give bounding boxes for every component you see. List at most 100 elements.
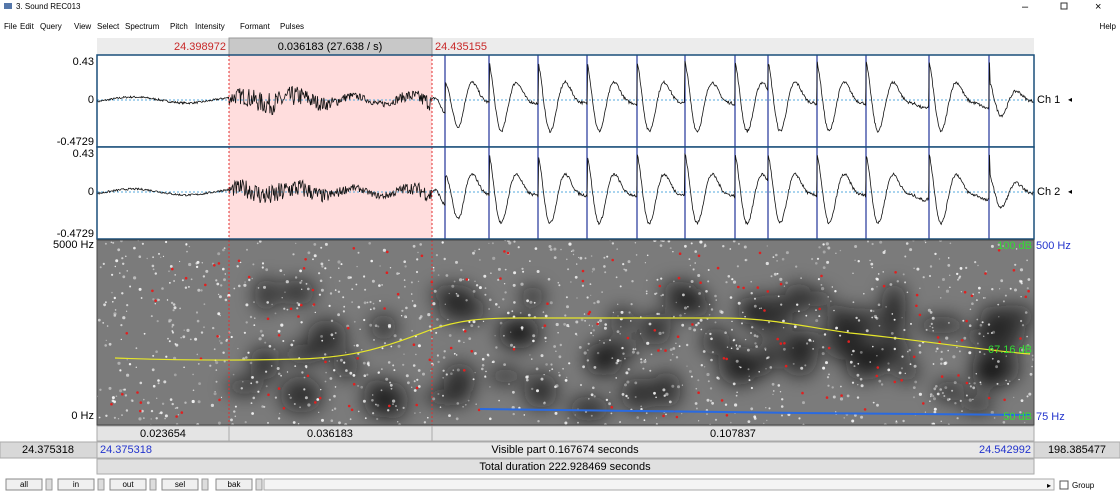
- pitch-curve: [114, 317, 1031, 361]
- scrollbar[interactable]: [263, 478, 1055, 491]
- noise-speck: [369, 308, 372, 311]
- noise-speck: [451, 284, 455, 288]
- noise-speck: [268, 344, 272, 348]
- noise-speck: [742, 311, 744, 314]
- noise-speck: [695, 323, 698, 327]
- scroll-right[interactable]: ▸: [1047, 481, 1051, 490]
- button[interactable]: [109, 478, 147, 491]
- noise-speck: [263, 285, 266, 289]
- noise-speck: [835, 326, 838, 330]
- menu-item[interactable]: Spectrum: [125, 22, 160, 31]
- menu-help[interactable]: Help: [1100, 22, 1117, 31]
- menu-item[interactable]: Formant: [240, 22, 271, 31]
- noise-speck: [604, 271, 607, 274]
- menu-item[interactable]: Query: [40, 22, 62, 31]
- noise-speck: [649, 369, 652, 372]
- menu-item[interactable]: Select: [97, 22, 120, 31]
- noise-speck: [108, 342, 112, 346]
- noise-speck: [165, 355, 168, 358]
- noise-speck: [566, 258, 568, 261]
- noise-speck: [564, 421, 568, 425]
- minimize[interactable]: –: [1022, 1, 1029, 13]
- button[interactable]: [215, 478, 253, 491]
- menu-item[interactable]: Pulses: [280, 22, 304, 31]
- channel-arrow[interactable]: ◂: [1068, 95, 1072, 104]
- noise-speck: [117, 248, 121, 252]
- noise-speck: [532, 334, 536, 338]
- noise-speck: [854, 414, 857, 417]
- noise-speck: [554, 385, 557, 389]
- noise-speck: [714, 418, 718, 421]
- noise-speck: [660, 294, 663, 297]
- button[interactable]: [5, 478, 43, 491]
- noise-speck: [489, 386, 491, 388]
- noise-speck: [225, 339, 228, 342]
- noise-speck: [599, 339, 601, 342]
- button-gap[interactable]: [201, 478, 209, 491]
- noise-speck: [393, 369, 396, 372]
- noise-speck: [273, 348, 276, 351]
- formant-shade: [759, 339, 781, 369]
- noise-speck: [390, 387, 393, 390]
- button[interactable]: [161, 478, 199, 491]
- menu-item[interactable]: File: [4, 22, 17, 31]
- noise-speck: [808, 338, 812, 342]
- noise-speck: [557, 281, 560, 284]
- menu-item[interactable]: View: [74, 22, 91, 31]
- noise-speck: [962, 319, 965, 322]
- noise-speck: [320, 288, 324, 292]
- noise-speck: [162, 255, 165, 257]
- noise-speck: [1020, 319, 1023, 323]
- spectrogram: [97, 240, 1034, 425]
- noise-speck: [283, 274, 285, 276]
- noise-speck: [504, 268, 507, 271]
- noise-speck: [940, 297, 942, 299]
- noise-speck: [372, 394, 374, 396]
- noise-speck: [557, 332, 559, 334]
- noise-speck: [765, 358, 768, 360]
- noise-speck: [157, 382, 160, 385]
- group-checkbox[interactable]: [1059, 480, 1069, 490]
- noise-speck: [472, 320, 476, 324]
- button[interactable]: [57, 478, 95, 491]
- noise-speck: [349, 418, 352, 421]
- visible-cell[interactable]: [96, 441, 1035, 459]
- total-cell[interactable]: [96, 458, 1035, 475]
- noise-speck: [671, 384, 675, 388]
- noise-speck: [224, 298, 228, 302]
- menu-item[interactable]: Pitch: [170, 22, 188, 31]
- noise-speck: [1020, 282, 1023, 285]
- noise-speck: [1021, 324, 1025, 327]
- close[interactable]: ×: [1095, 1, 1101, 13]
- noise-speck: [441, 241, 444, 244]
- channel-label[interactable]: Ch 2: [1037, 186, 1060, 198]
- noise-speck: [893, 318, 896, 321]
- noise-speck: [527, 375, 529, 377]
- maximize[interactable]: [1060, 2, 1068, 10]
- menu-item[interactable]: Edit: [20, 22, 35, 31]
- noise-speck: [166, 299, 169, 301]
- noise-speck: [644, 358, 647, 361]
- noise-speck: [932, 330, 934, 332]
- noise-speck: [881, 348, 884, 351]
- button-gap[interactable]: [45, 478, 53, 491]
- button-gap[interactable]: [97, 478, 105, 491]
- noise-speck: [963, 336, 967, 340]
- duration-cell[interactable]: [431, 425, 1035, 442]
- formant-dot: [784, 364, 788, 368]
- noise-speck: [776, 272, 779, 275]
- noise-speck: [575, 320, 579, 324]
- menu-item[interactable]: Intensity: [195, 22, 225, 31]
- noise-speck: [497, 267, 501, 271]
- channel-arrow[interactable]: ◂: [1068, 187, 1072, 196]
- noise-speck: [901, 355, 904, 358]
- noise-speck: [588, 398, 590, 400]
- button-gap[interactable]: [149, 478, 157, 491]
- noise-speck: [484, 375, 487, 379]
- channel-label[interactable]: Ch 1: [1037, 94, 1060, 106]
- button-gap[interactable]: [255, 478, 263, 491]
- noise-speck: [949, 286, 951, 288]
- noise-speck: [703, 366, 706, 368]
- noise-speck: [867, 240, 869, 243]
- noise-speck: [423, 421, 427, 424]
